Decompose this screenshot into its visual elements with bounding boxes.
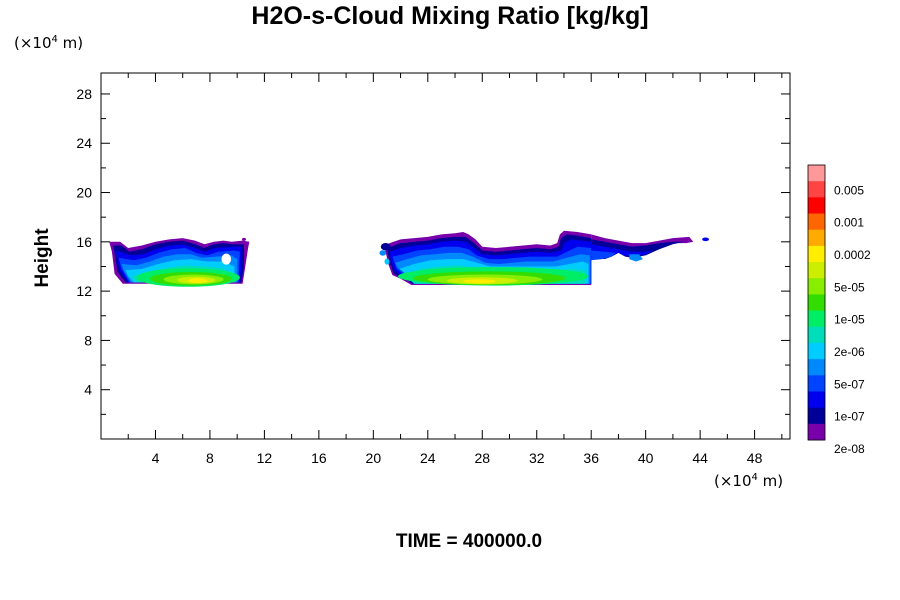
x-tick-label: 48 [747, 450, 763, 466]
colorbar-cell [808, 197, 825, 214]
x-tick-label: 28 [474, 450, 490, 466]
cloud-a-yellow [188, 278, 208, 283]
y-axis-unit: (×104 m) [14, 34, 84, 52]
time-label: TIME = 400000.0 [395, 531, 543, 552]
cloud-c-pocket [629, 254, 643, 262]
colorbar-label: 0.001 [834, 216, 864, 230]
cloud-b-yellow [463, 279, 496, 284]
x-tick-label: 44 [692, 450, 708, 466]
plot-frame [100, 72, 791, 440]
y-tick-label: 28 [76, 86, 92, 102]
y-tick-label: 20 [76, 185, 92, 201]
colorbar-label: 2e-08 [834, 442, 865, 456]
colorbar-cell [808, 278, 825, 295]
x-tick-label: 24 [420, 450, 436, 466]
colorbar-label: 5e-05 [834, 280, 865, 294]
y-tick-label: 24 [76, 135, 92, 151]
x-tick-label: 32 [529, 450, 545, 466]
cloud-a-speck [241, 237, 247, 241]
x-axis-unit: (×104 m) [714, 472, 784, 490]
cloud-b-fragment-low [384, 258, 390, 265]
y-tick-label: 16 [76, 234, 92, 250]
chart-title: H2O-s-Cloud Mixing Ratio [kg/kg] [251, 2, 649, 30]
x-tick-label: 4 [152, 450, 160, 466]
colorbar-label: 5e-07 [834, 377, 865, 391]
colorbar-label: 2e-06 [834, 345, 865, 359]
colorbar-label: 1e-07 [834, 410, 865, 424]
cloud-b-fragment-mid [379, 250, 387, 256]
colorbar-cell [808, 245, 825, 263]
colorbar-cell [808, 407, 825, 425]
colorbar-cell [808, 213, 825, 231]
x-tick-label: 36 [583, 450, 599, 466]
cloud-c-blue2 [591, 250, 616, 261]
colorbar-cell [808, 181, 825, 198]
cloud-b-fragment-top [380, 243, 391, 251]
colorbar-cell [808, 326, 825, 344]
colorbar-label: 0.005 [834, 183, 864, 197]
colorbar-label: 1e-05 [834, 313, 865, 327]
colorbar-label: 0.0002 [834, 248, 871, 262]
colorbar-cell [808, 294, 825, 311]
x-tick-label: 40 [638, 450, 654, 466]
y-tick-label: 8 [84, 332, 92, 348]
colorbar-cell [808, 262, 825, 279]
y-axis: 4 8 12 16 20 24 28 [76, 86, 790, 415]
colorbar-frame [807, 164, 826, 441]
colorbar-cell [808, 165, 825, 182]
x-tick-label: 8 [206, 450, 214, 466]
cloud-field [109, 230, 709, 287]
colorbar-cell [808, 229, 825, 247]
colorbar-cell [808, 359, 825, 376]
colorbar-cell [808, 391, 825, 409]
x-axis: 4 8 12 16 20 24 28 32 36 40 44 48 [127, 73, 783, 466]
colorbar: 0.005 0.001 0.0002 5e-05 1e-05 2e-06 5e-07 1e-0… [807, 164, 871, 456]
x-tick-label: 16 [311, 450, 327, 466]
y-tick-label: 12 [76, 283, 92, 299]
colorbar-cell [808, 310, 825, 328]
cloud-a-notch [221, 253, 232, 265]
x-tick-label: 12 [257, 450, 273, 466]
colorbar-cell [808, 423, 825, 441]
y-tick-label: 4 [84, 382, 92, 398]
x-tick-label: 20 [366, 450, 382, 466]
cloud-c-speck [702, 237, 709, 242]
colorbar-cell [808, 342, 825, 360]
colorbar-cell [808, 375, 825, 392]
